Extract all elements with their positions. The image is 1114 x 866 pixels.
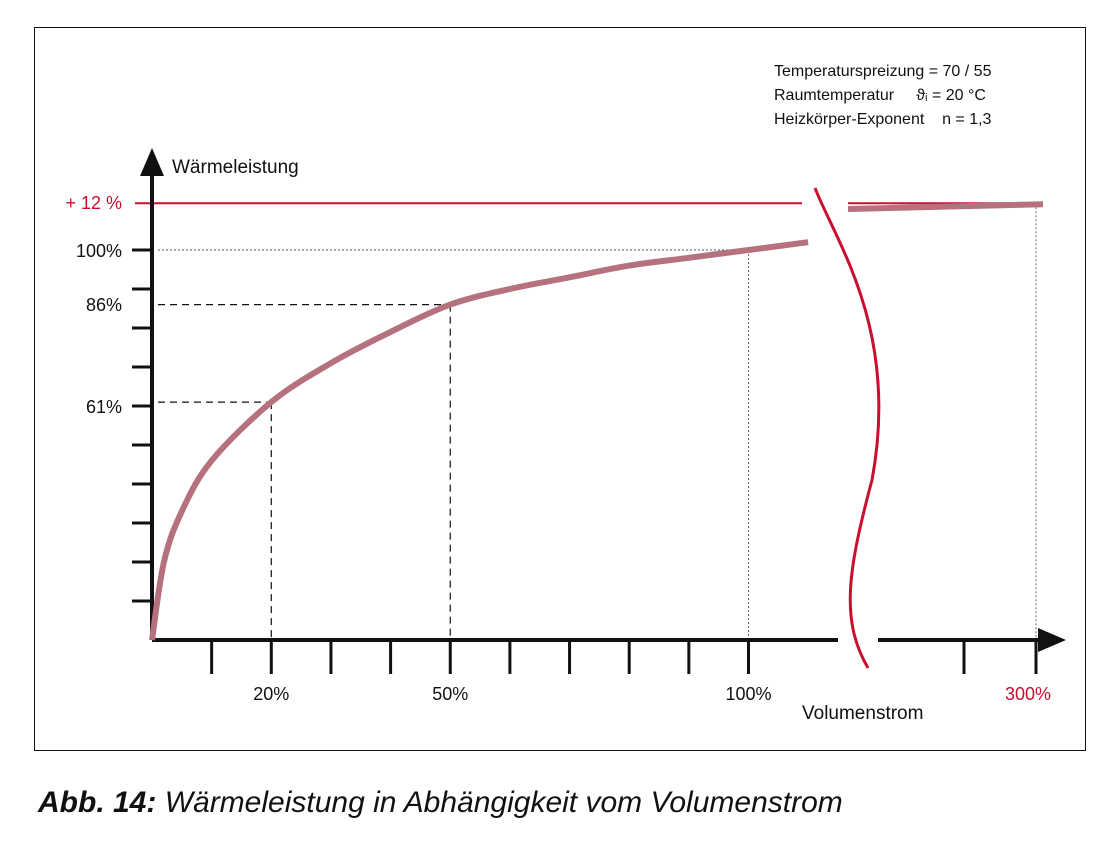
x-tick-label-50: 50% xyxy=(432,684,468,704)
y-axis-label: Wärmeleistung xyxy=(172,157,299,178)
y-tick-label-61: 61% xyxy=(86,397,122,417)
x-axis-label: Volumenstrom xyxy=(802,703,923,724)
y-tick-label-86: 86% xyxy=(86,295,122,315)
series-curve xyxy=(149,239,809,641)
series-curve-continuation xyxy=(847,201,1044,212)
axis-break-line xyxy=(813,187,881,669)
x-tick-label-300: 300% xyxy=(1005,684,1051,704)
y-tick-label-plus12: + 12 % xyxy=(65,193,122,213)
annotation-exponent: Heizkörper-Exponent n = 1,3 xyxy=(774,111,992,128)
annotation-raumtemperatur: Raumtemperatur ϑᵢ = 20 °C xyxy=(774,87,986,104)
x-tick-label-20: 20% xyxy=(253,684,289,704)
figure-caption: Abb. 14: Wärmeleistung in Abhängigkeit v… xyxy=(38,786,843,820)
caption-lead: Abb. 14: xyxy=(38,786,157,819)
y-axis-arrow xyxy=(140,148,164,176)
x-axis-arrow xyxy=(1038,628,1066,652)
caption-text: Wärmeleistung in Abhängigkeit vom Volume… xyxy=(156,786,843,819)
y-tick-label-100: 100% xyxy=(76,241,122,261)
chart-frame xyxy=(34,27,1086,751)
annotation-spreizung: Temperaturspreizung = 70 / 55 xyxy=(774,63,992,80)
x-tick-label-100: 100% xyxy=(725,684,771,704)
